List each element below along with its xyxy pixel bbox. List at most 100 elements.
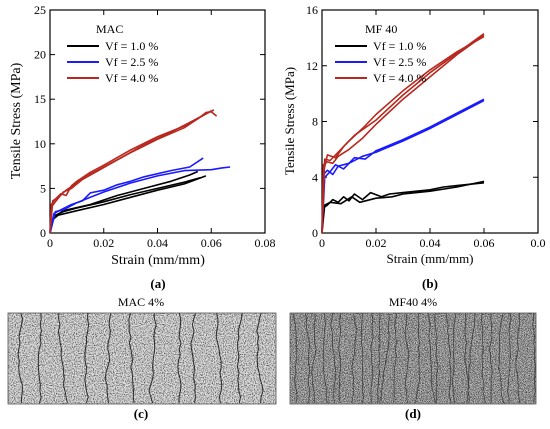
y-tick-label: 15: [34, 92, 46, 106]
axis-ticks: 0 0.02 0.04 0.06 0.0 0 4 8 12 16: [306, 3, 546, 250]
crack-line: [322, 312, 328, 404]
series-line-1-specimen-1: [321, 182, 485, 234]
data-curves: [321, 33, 485, 234]
crack-line: [433, 312, 439, 404]
crack-line: [393, 312, 398, 404]
x-tick-label: 0.0: [531, 236, 546, 250]
x-tick-label: 0.02: [366, 236, 387, 250]
crack-line: [215, 312, 223, 404]
series-line-3-specimen-1: [321, 34, 485, 234]
y-tick-label: 8: [312, 115, 318, 129]
legend: Vf = 1.0 % Vf = 2.5 % Vf = 4.0 %: [335, 39, 426, 85]
panel-label: (c): [134, 406, 148, 421]
x-tick-label: 0: [319, 236, 325, 250]
y-tick-label: 0: [312, 226, 318, 240]
crack-line: [379, 312, 390, 404]
crack-line: [377, 312, 381, 404]
legend-label: Vf = 4.0 %: [105, 71, 158, 85]
x-tick-label: 0.04: [147, 236, 168, 250]
series-line-1-specimen-2: [321, 180, 485, 234]
y-tick-label: 20: [34, 48, 46, 62]
crack-line: [360, 312, 364, 404]
crack-line: [305, 312, 311, 404]
x-tick-label: 0.08: [255, 236, 276, 250]
series-line-3-specimen-3: [49, 109, 215, 234]
crack-line: [452, 312, 457, 404]
crack-line: [338, 312, 342, 404]
crack-lines: [292, 312, 536, 404]
y-tick-label: 5: [40, 181, 46, 195]
x-tick-label: 0.06: [201, 236, 222, 250]
crack-line: [498, 312, 504, 404]
series-line-3-specimen-2: [49, 110, 212, 234]
photo-panel-mac: MAC 4% (c): [7, 295, 277, 421]
crack-line: [177, 312, 182, 403]
series-line-2-specimen-2: [49, 166, 231, 234]
crack-line: [404, 312, 410, 404]
crack-line: [148, 312, 157, 404]
crack-line: [446, 312, 452, 404]
data-curves: [49, 109, 231, 234]
crack-line: [532, 312, 536, 404]
crack-line: [236, 312, 243, 404]
x-axis-label: Strain (mm/mm): [386, 251, 473, 266]
photo-title: MAC 4%: [118, 295, 164, 309]
x-tick-label: 0.06: [474, 236, 495, 250]
y-tick-label: 25: [34, 3, 46, 17]
panel-label: (a): [150, 276, 165, 291]
crack-line: [370, 312, 374, 404]
specimen-photo-mf40: [289, 312, 537, 405]
series-line-3-specimen-3: [321, 33, 485, 234]
legend-label: Vf = 1.0 %: [373, 39, 426, 53]
chart-panel-mf40: 0 0.02 0.04 0.06 0.0 0 4 8 12 16 MF 40 Vf = 1.0 %…: [282, 3, 546, 291]
crack-line: [507, 312, 512, 404]
crack-line: [351, 312, 358, 404]
crack-line: [311, 312, 317, 404]
photo-title: MF40 4%: [389, 295, 437, 309]
crack-line: [467, 312, 476, 404]
series-line-2-specimen-2: [321, 98, 485, 234]
legend-label: Vf = 2.5 %: [105, 55, 158, 69]
crack-line: [17, 312, 24, 404]
crack-line: [84, 312, 90, 404]
crack-line: [190, 312, 196, 404]
y-tick-label: 4: [312, 170, 318, 184]
crack-line: [104, 312, 112, 404]
specimen-photo-mac: [7, 312, 277, 405]
chart-title: MAC: [96, 22, 123, 36]
series-line-1-specimen-3: [49, 170, 199, 234]
crack-line: [128, 312, 135, 404]
photo-panel-mf40: MF40 4% (d): [289, 295, 537, 421]
crack-line: [256, 312, 264, 404]
crack-line: [330, 312, 337, 404]
y-tick-label: 16: [306, 3, 318, 17]
crack-line: [57, 312, 68, 404]
series-line-3-specimen-1: [49, 110, 218, 234]
y-tick-label: 12: [306, 59, 318, 73]
crack-line: [481, 312, 486, 404]
panel-label: (b): [422, 276, 438, 291]
x-tick-label: 0.02: [93, 236, 114, 250]
legend-label: Vf = 4.0 %: [373, 71, 426, 85]
y-tick-label: 10: [34, 137, 46, 151]
y-axis-label: Tensile Stress (MPa): [9, 62, 24, 179]
series-line-2-specimen-1: [321, 99, 485, 234]
chart-panel-mac: 0 0.02 0.04 0.06 0.08 0 5 10 15 20 25 MAC Vf = 1.0…: [9, 3, 276, 291]
crack-lines: [17, 312, 264, 404]
crack-line: [415, 312, 421, 404]
legend-label: Vf = 2.5 %: [373, 55, 426, 69]
crack-line: [428, 312, 436, 404]
crack-line: [488, 312, 493, 404]
legend-label: Vf = 1.0 %: [105, 39, 158, 53]
crack-line: [292, 312, 298, 404]
y-tick-label: 0: [40, 226, 46, 240]
y-axis-label: Tensile Stress (MPa): [282, 67, 297, 175]
x-axis-label: Strain (mm/mm): [111, 253, 205, 268]
panel-label: (d): [405, 406, 421, 421]
chart-title: MF 40: [365, 22, 397, 36]
series-line-3-specimen-2: [321, 35, 485, 234]
x-tick-label: 0.04: [420, 236, 441, 250]
x-tick-label: 0: [47, 236, 53, 250]
crack-line: [37, 312, 43, 404]
